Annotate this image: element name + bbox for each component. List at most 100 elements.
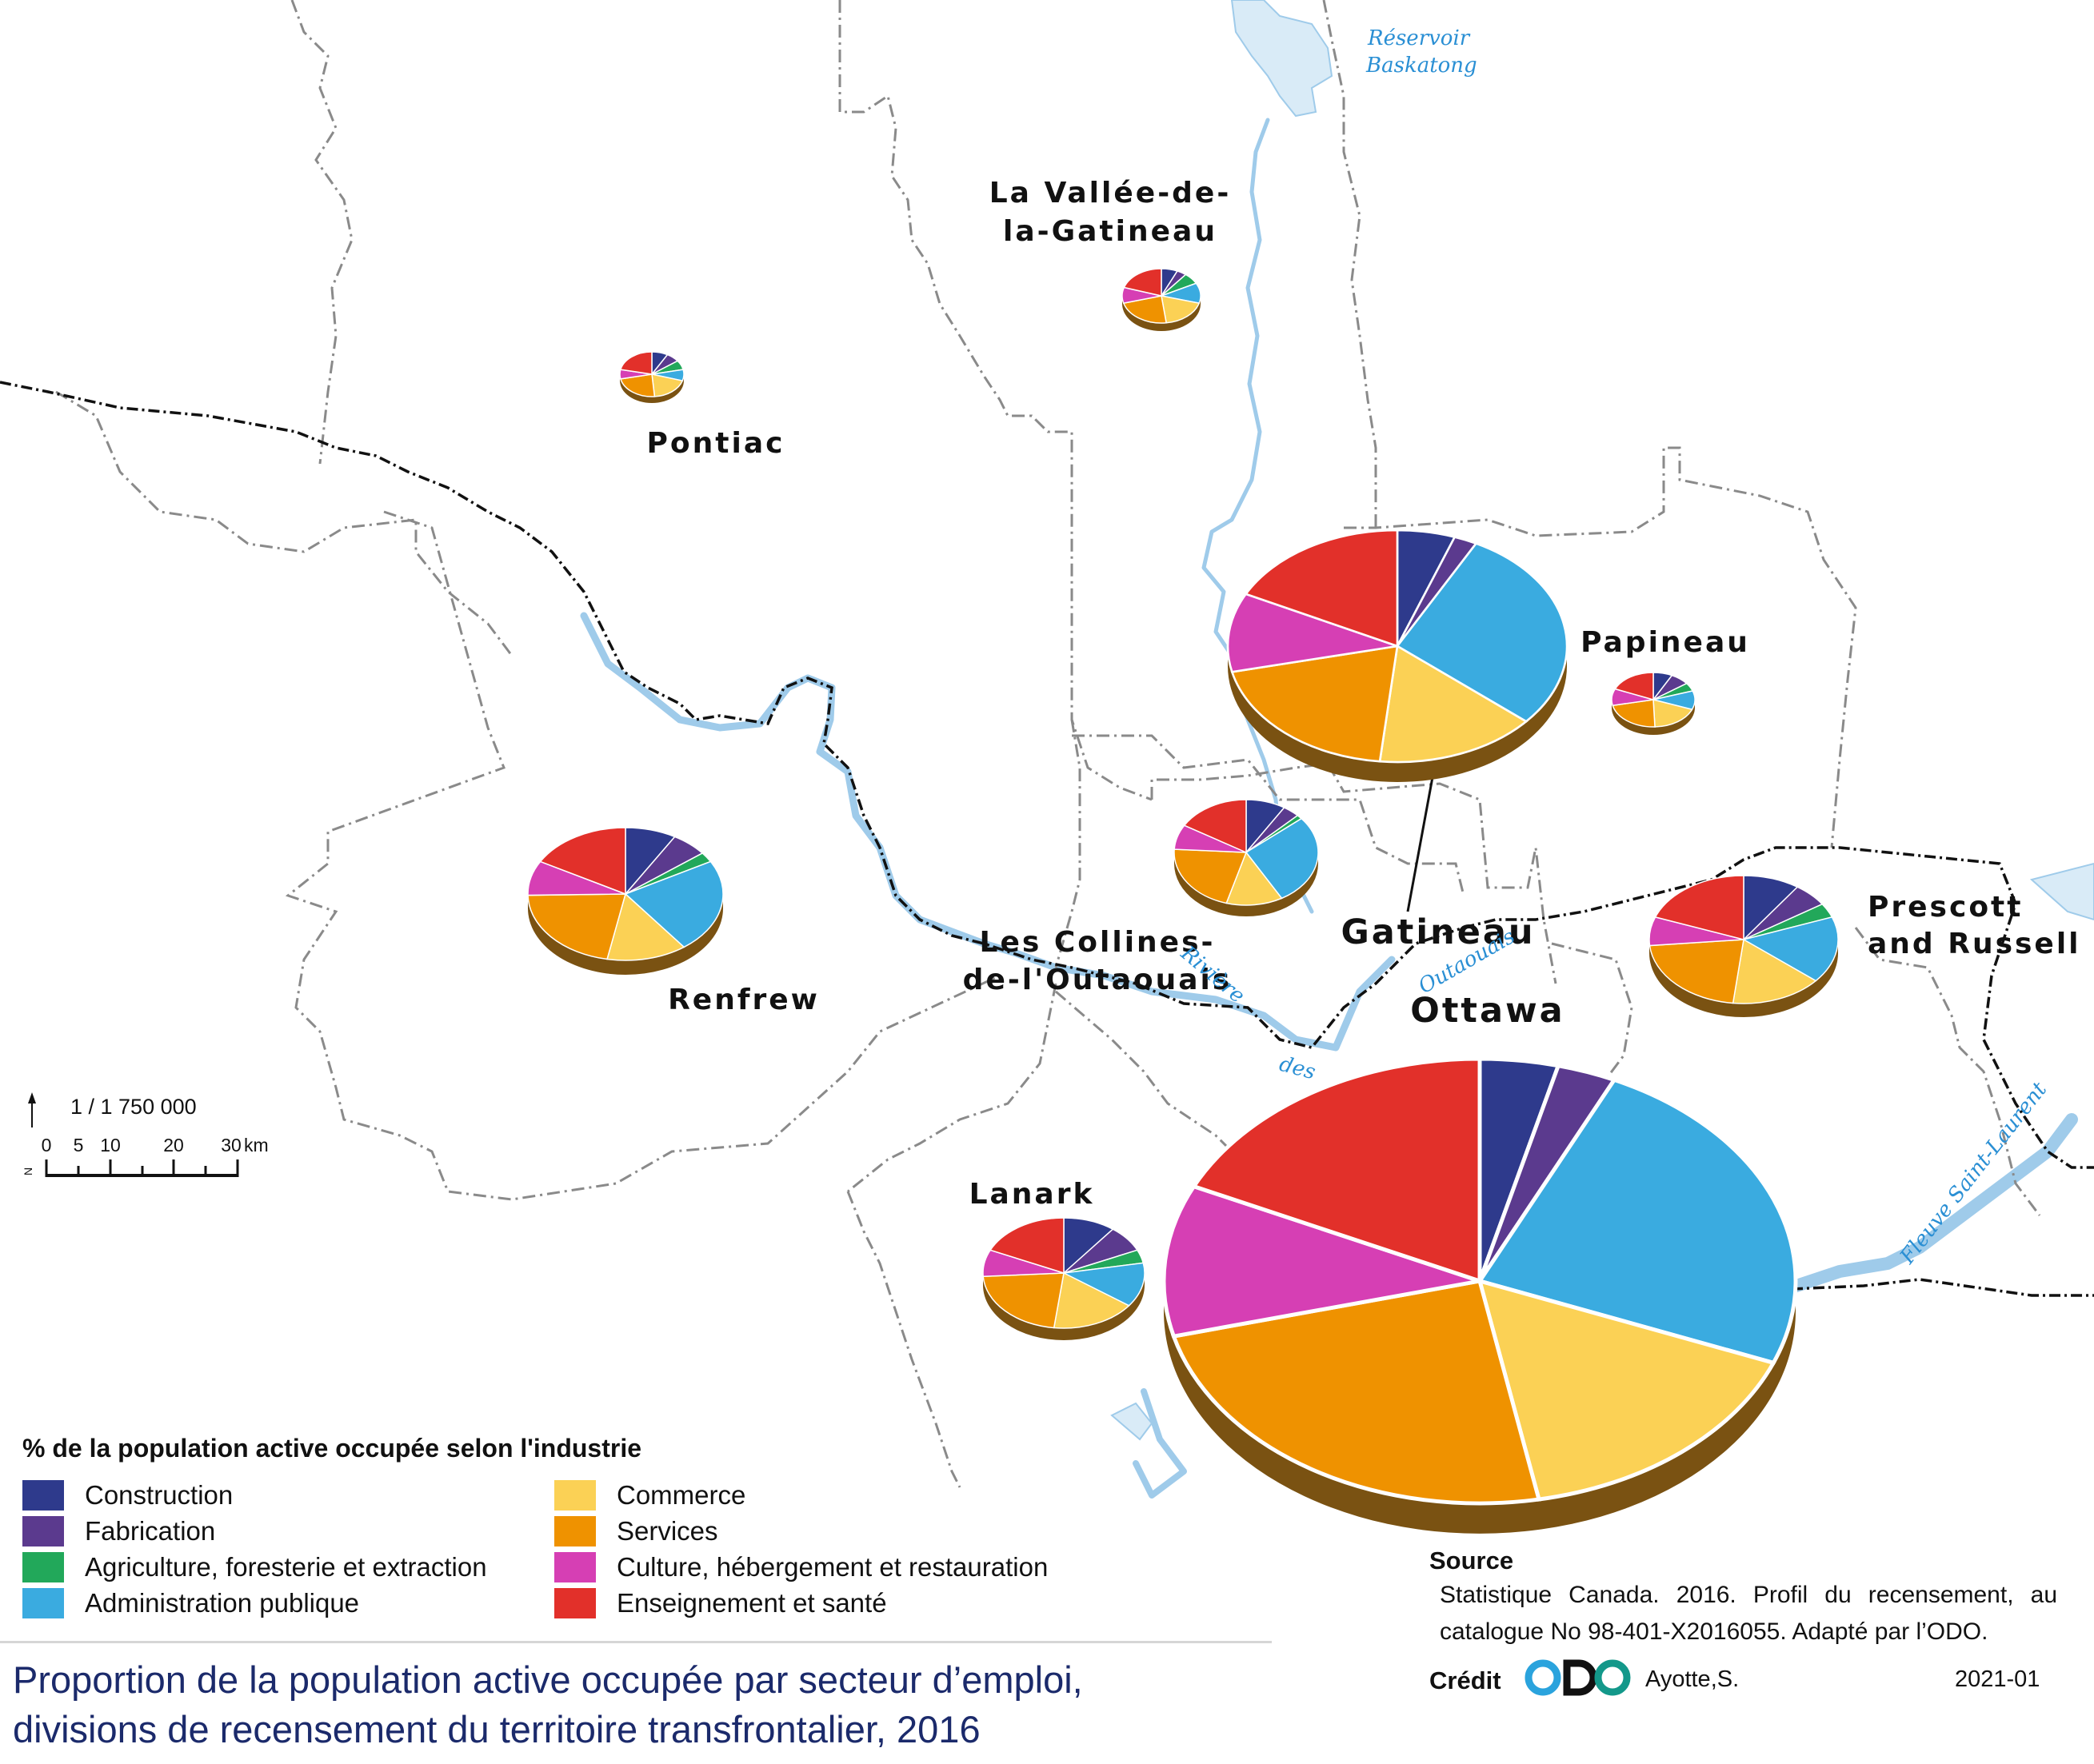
pie-slice bbox=[1742, 916, 1839, 982]
pie-slice bbox=[1225, 851, 1283, 906]
label-collines-line1: Les Collines- bbox=[980, 926, 1216, 959]
region-labels: Pontiac La Vallée-de- la-Gatineau Papine… bbox=[647, 177, 2081, 1211]
legend-item: Services bbox=[554, 1515, 718, 1547]
pie-chart bbox=[1611, 672, 1696, 735]
scale-tick-10: 10 bbox=[100, 1135, 121, 1155]
pie-slice bbox=[1053, 1271, 1130, 1329]
gatineau-river bbox=[1201, 118, 1314, 914]
pie-slice bbox=[1648, 939, 1744, 1004]
scale-bar: 1 / 1 750 000 N 0 5 10 20 30 km bbox=[22, 1092, 269, 1177]
pie-slice bbox=[539, 827, 626, 896]
scale-tick-0: 0 bbox=[42, 1135, 52, 1155]
map-title-line1: Proportion de la population active occup… bbox=[13, 1658, 1083, 1701]
pie-slice bbox=[606, 892, 685, 961]
legend-swatch bbox=[554, 1516, 596, 1546]
legend-item: Commerce bbox=[554, 1479, 745, 1511]
pie-slice bbox=[1161, 295, 1201, 324]
pie-chart bbox=[1648, 875, 1839, 1017]
pie-depth bbox=[620, 374, 684, 403]
pie-slice bbox=[1230, 645, 1399, 763]
riverside-lake bbox=[2029, 862, 2094, 921]
pie-slice bbox=[1244, 529, 1399, 648]
pie-depth bbox=[1612, 700, 1695, 735]
pie-chart bbox=[1161, 1056, 1798, 1534]
pie-slice bbox=[527, 893, 627, 960]
legend-label: Services bbox=[617, 1516, 718, 1546]
pie-depth bbox=[528, 894, 723, 975]
pie-slice bbox=[1612, 699, 1656, 728]
pie-chart bbox=[1121, 268, 1201, 331]
label-prescott-line1: Prescott bbox=[1868, 891, 2023, 924]
pie-slice bbox=[619, 351, 653, 375]
st-lawrence bbox=[1785, 1113, 2078, 1294]
pie-depth bbox=[1122, 296, 1201, 331]
pie-slice bbox=[1396, 542, 1569, 723]
lake-ottawa-south bbox=[1110, 1402, 1153, 1441]
pie-slice bbox=[1652, 699, 1693, 728]
label-reservoir-line1: Réservoir bbox=[1367, 26, 1471, 50]
map-title-line2: divisions de recensement du territoire t… bbox=[13, 1708, 981, 1750]
legend-swatch bbox=[554, 1588, 596, 1618]
lower-ottawa bbox=[1133, 1388, 1187, 1499]
odo-logo bbox=[1525, 1659, 1631, 1696]
legend-label: Fabrication bbox=[85, 1516, 216, 1546]
credit-author: Ayotte,S. bbox=[1645, 1666, 1740, 1692]
pie-slice bbox=[1226, 593, 1398, 673]
pie-depth bbox=[1174, 852, 1318, 916]
label-des: des bbox=[1277, 1052, 1318, 1085]
label-reservoir-line2: Baskatong bbox=[1365, 54, 1477, 78]
scale-ratio: 1 / 1 750 000 bbox=[70, 1095, 197, 1119]
pie-chart bbox=[1226, 529, 1569, 782]
source-heading: Source bbox=[1429, 1546, 1514, 1574]
legend-swatch bbox=[22, 1516, 64, 1546]
pie-slice bbox=[1245, 817, 1319, 900]
pie-slice bbox=[982, 1272, 1065, 1329]
legend-label: Administration publique bbox=[85, 1588, 360, 1618]
pie-slice bbox=[1123, 268, 1162, 297]
legend-swatch bbox=[554, 1552, 596, 1582]
division-boundaries bbox=[55, 0, 2041, 1488]
pie-slice bbox=[1614, 672, 1654, 700]
rivers bbox=[580, 118, 2078, 1499]
legend-label: Agriculture, foresterie et extraction bbox=[85, 1552, 487, 1582]
water-bodies bbox=[1110, 0, 2094, 1441]
pie-slice bbox=[989, 1217, 1065, 1275]
pie-slice bbox=[624, 860, 724, 948]
label-ottawa: Ottawa bbox=[1410, 991, 1565, 1031]
pie-slice bbox=[651, 373, 684, 397]
pie-slice bbox=[1161, 1183, 1481, 1339]
legend-item: Agriculture, foresterie et extraction bbox=[22, 1551, 487, 1583]
pie-slice bbox=[1173, 848, 1248, 904]
scale-tick-20: 20 bbox=[163, 1135, 184, 1155]
legend-label: Culture, hébergement et restauration bbox=[617, 1552, 1049, 1582]
reservoir-baskatong bbox=[1230, 0, 1333, 118]
source-text: Statistique Canada. 2016. Profil du rece… bbox=[1440, 1582, 2057, 1645]
ottawa-river bbox=[580, 612, 1396, 1052]
pie-depth bbox=[1649, 940, 1838, 1017]
pie-chart bbox=[619, 351, 685, 403]
label-lanark: Lanark bbox=[969, 1178, 1095, 1211]
pie-slice bbox=[619, 373, 656, 397]
pie-slice bbox=[1061, 1262, 1145, 1307]
label-vallee-line1: La Vallée-de- bbox=[989, 177, 1232, 210]
label-papineau: Papineau bbox=[1580, 626, 1750, 659]
label-prescott-line2: and Russell bbox=[1868, 928, 2081, 960]
legend-swatch bbox=[22, 1552, 64, 1582]
pie-slice bbox=[1183, 799, 1247, 854]
north-arrow-head bbox=[28, 1092, 36, 1103]
scale-tick-5: 5 bbox=[74, 1135, 84, 1155]
legend-swatch bbox=[22, 1588, 64, 1618]
north-letter: N bbox=[22, 1167, 34, 1175]
pie-slice bbox=[1171, 1279, 1542, 1506]
scale-tick-30: 30 bbox=[221, 1135, 242, 1155]
label-pontiac: Pontiac bbox=[647, 427, 785, 460]
pie-slice bbox=[1654, 875, 1744, 940]
legend-item: Fabrication bbox=[22, 1515, 215, 1547]
label-renfrew: Renfrew bbox=[668, 984, 820, 1016]
legend-title: % de la population active occupée selon … bbox=[22, 1434, 641, 1463]
pie-slice bbox=[1732, 938, 1817, 1004]
pie-slice bbox=[1477, 1278, 1776, 1502]
provincial-border bbox=[0, 381, 2094, 1297]
pie-depth bbox=[983, 1273, 1145, 1340]
